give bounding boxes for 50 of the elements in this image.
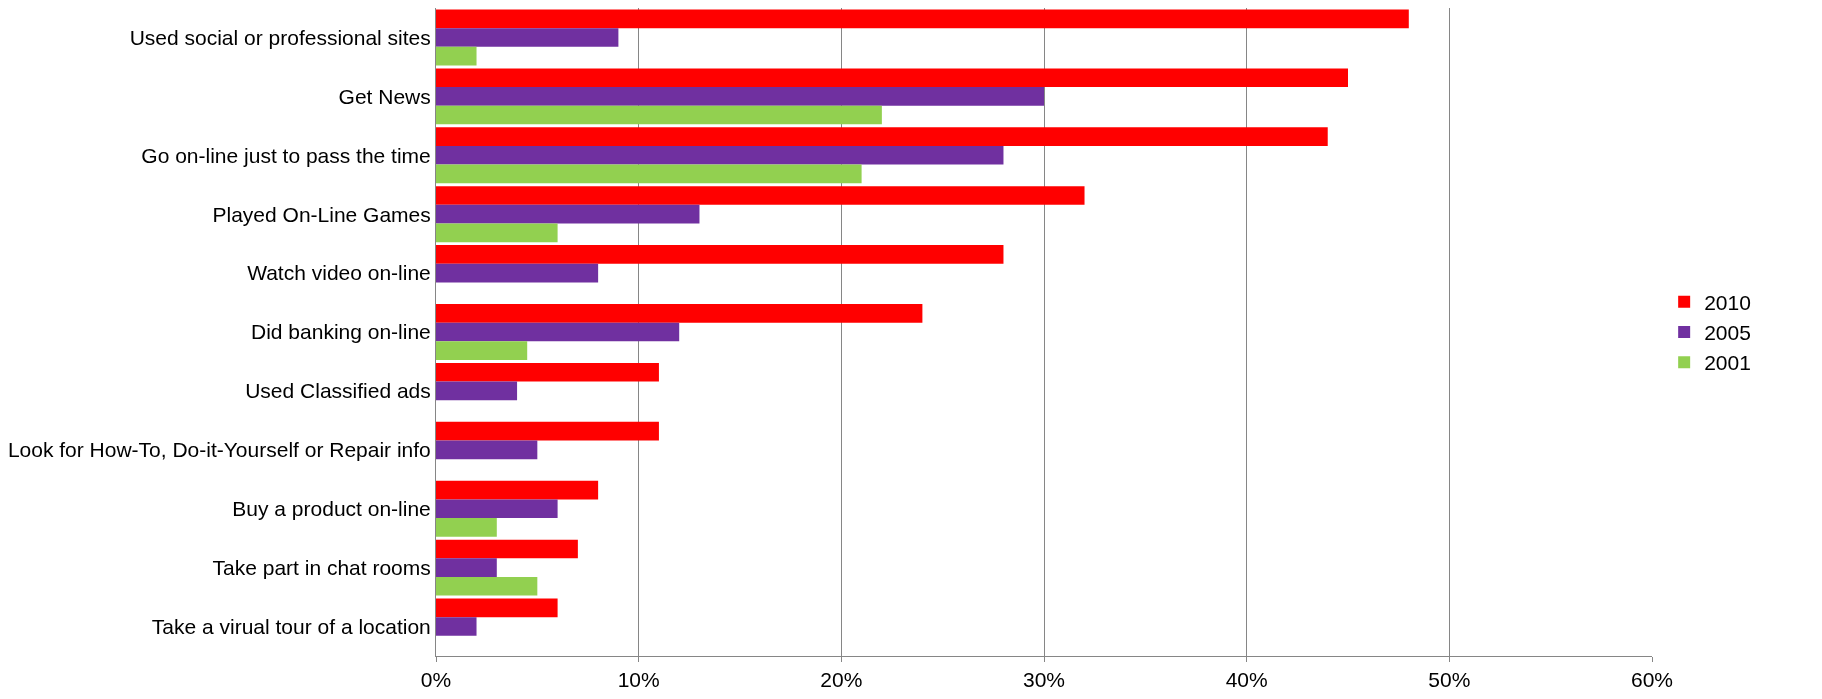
bar: [436, 381, 518, 401]
bar: [436, 480, 599, 500]
x-tick-label: 60%: [1630, 668, 1674, 692]
y-tick-label: Used social or professional sites: [129, 25, 431, 49]
legend-label: 2010: [1704, 290, 1751, 314]
y-tick-label: Did banking on-line: [251, 320, 431, 344]
bar: [436, 598, 558, 618]
bar: [436, 46, 477, 66]
y-tick-label: Go on-line just to pass the time: [141, 143, 431, 167]
y-tick-label: Played On-Line Games: [212, 202, 431, 226]
y-tick-label: Take a virual tour of a location: [151, 614, 431, 638]
bar: [436, 304, 923, 323]
bar: [436, 223, 558, 243]
bar: [436, 539, 578, 559]
bar: [436, 341, 528, 360]
y-tick-label: Used Classified ads: [245, 379, 431, 403]
bar: [436, 558, 497, 577]
bar: [436, 28, 619, 47]
bar: [436, 68, 1348, 88]
bar: [436, 576, 538, 596]
x-tick-label: 40%: [1225, 668, 1268, 692]
bar: [436, 87, 1044, 106]
x-tick-label: 10%: [617, 668, 660, 692]
x-tick-label: 50%: [1428, 668, 1471, 692]
bar: [436, 105, 882, 125]
x-tick-label: 30%: [1022, 668, 1066, 692]
x-tick-label: 20%: [820, 668, 863, 692]
bar: [436, 145, 1004, 165]
bar: [436, 263, 599, 283]
y-tick-label: Look for How-To, Do-it-Yourself or Repair info: [7, 438, 431, 462]
bar: [436, 245, 1004, 264]
bar: [436, 9, 1409, 29]
y-tick-label: Watch video on-line: [247, 261, 431, 285]
bar: [436, 186, 1085, 205]
bar: [436, 617, 477, 636]
y-tick-label: Get News: [338, 84, 431, 108]
bar: [436, 164, 862, 184]
x-tick-label: 0%: [420, 668, 452, 692]
y-tick-label: Take part in chat rooms: [212, 555, 431, 579]
bar: [436, 127, 1328, 146]
bar: [436, 421, 659, 441]
bar: [436, 499, 558, 519]
legend-label: 2005: [1704, 321, 1751, 345]
bar: [436, 518, 497, 537]
bar: [436, 362, 659, 382]
legend-label: 2001: [1704, 351, 1751, 375]
bar: [436, 322, 680, 342]
y-tick-label: Buy a product on-line: [232, 497, 431, 521]
bar: [436, 204, 700, 224]
bar: [436, 440, 538, 460]
